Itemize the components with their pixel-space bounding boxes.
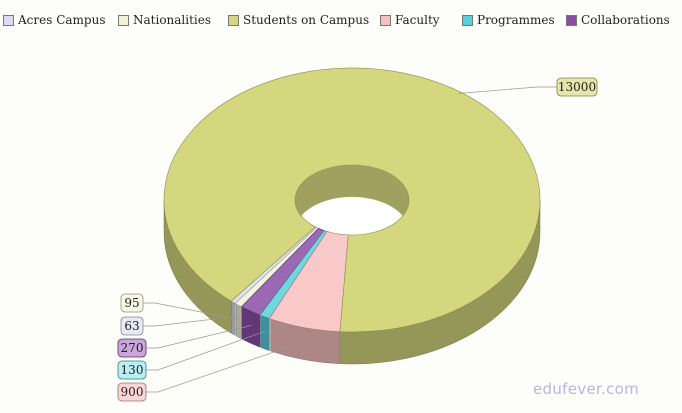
legend-swatch [118, 14, 129, 26]
leader-line [146, 341, 305, 393]
data-label-programmes: 130 [121, 363, 144, 377]
legend-swatch [228, 14, 239, 26]
slice-students-on-campus [163, 67, 541, 333]
slice-outer-wall [235, 303, 242, 340]
data-label-box [120, 293, 144, 313]
data-label-faculty: 900 [121, 385, 144, 399]
leader-line [458, 86, 557, 94]
leader-line [146, 330, 266, 371]
data-label-collaborations: 270 [121, 341, 144, 355]
legend-label: Collaborations [581, 13, 670, 27]
data-label-box [120, 316, 144, 336]
chart-legend: Acres Campus Nationalities Students on Cam… [0, 11, 682, 29]
data-label-box [117, 382, 147, 402]
slice-outer-wall [260, 315, 270, 351]
legend-item-acres-campus: Acres Campus [3, 13, 105, 27]
slice-inner-wall [294, 164, 409, 232]
data-label-box [117, 360, 147, 380]
data-label-acres-campus: 63 [124, 319, 139, 333]
legend-item-faculty: Faculty [380, 13, 440, 27]
legend-swatch [566, 14, 577, 26]
legend-swatch [3, 14, 14, 26]
legend-label: Students on Campus [243, 13, 370, 27]
data-label-box [556, 77, 598, 97]
legend-label: Programmes [477, 13, 555, 27]
legend-item-students-on-campus: Students on Campus [228, 13, 369, 27]
slices-group [163, 67, 541, 365]
slice-collaborations [240, 227, 325, 316]
legend-swatch [462, 14, 473, 26]
leader-line [146, 325, 252, 349]
legend-label: Nationalities [133, 13, 212, 27]
slice-faculty [268, 231, 349, 333]
data-label-students-on-campus: 13000 [558, 80, 596, 94]
legend-label: Acres Campus [18, 13, 106, 27]
legend-label: Faculty [395, 13, 440, 27]
data-label-box [117, 338, 147, 358]
leader-line [143, 316, 235, 327]
legend-item-programmes: Programmes [462, 13, 555, 27]
data-label-nationalities: 95 [124, 296, 139, 310]
legend-item-nationalities: Nationalities [118, 13, 211, 27]
legend-swatch [380, 14, 391, 26]
legend-item-collaborations: Collaborations [566, 13, 670, 27]
watermark: edufever.com [533, 380, 640, 398]
leader-line [143, 302, 240, 320]
data-labels: 63 95 13000 900 130 270 [117, 77, 598, 402]
